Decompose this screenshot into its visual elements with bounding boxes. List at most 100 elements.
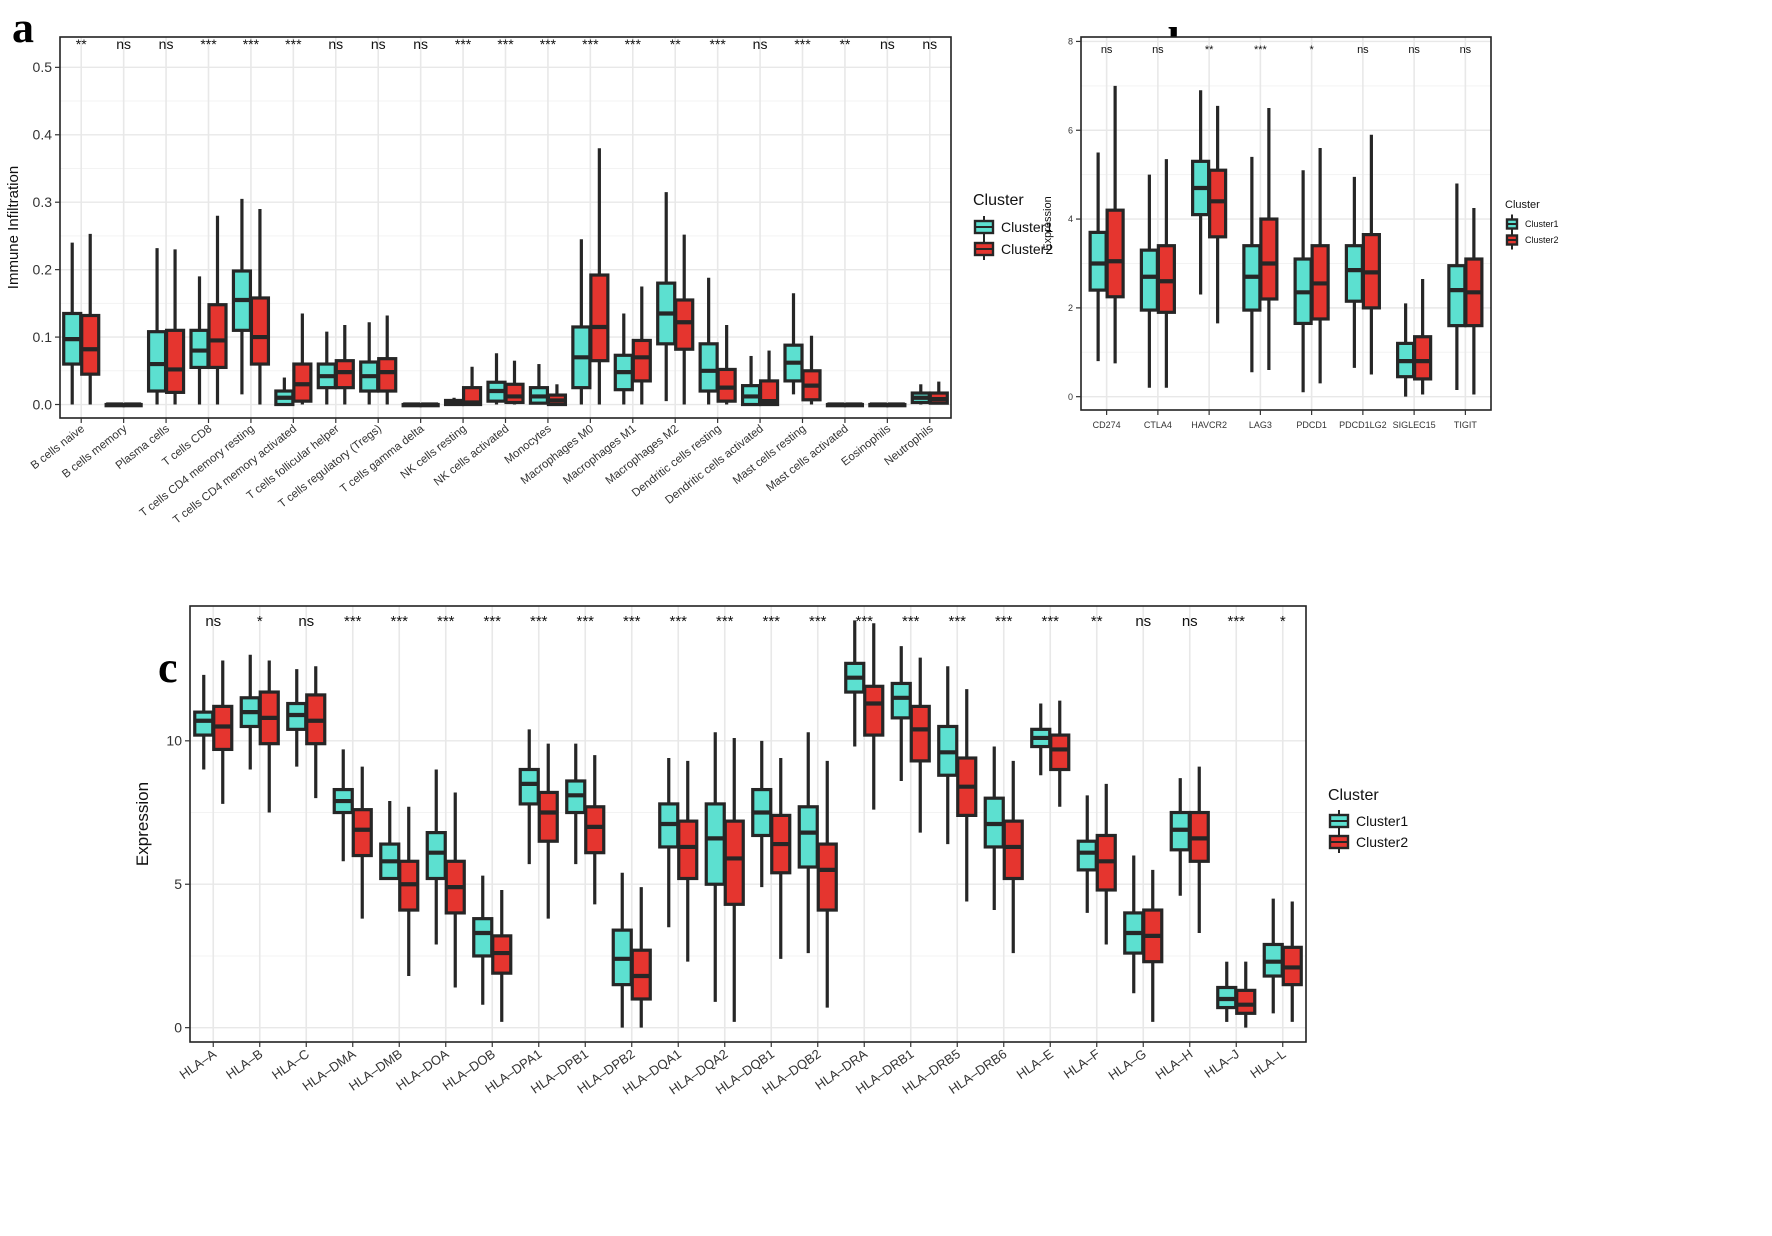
- box-body: [589, 273, 610, 363]
- box-cluster1-8: [401, 402, 422, 408]
- box-body: [698, 342, 719, 393]
- box-cluster2-4: [249, 208, 271, 405]
- box-body: [1413, 335, 1433, 381]
- significance-label: ***: [455, 36, 472, 52]
- legend-label-cluster2: Cluster2: [1356, 834, 1408, 850]
- y-tick-label: 0.2: [33, 262, 53, 278]
- box-cluster2-6: [334, 324, 355, 405]
- significance-label: ***: [794, 36, 811, 52]
- box-cluster2-7: [377, 315, 398, 405]
- significance-label: ***: [716, 613, 734, 630]
- box-cluster2-11: [546, 384, 568, 407]
- y-tick-label: 6: [1068, 125, 1073, 135]
- y-tick-label: 0: [174, 1020, 182, 1036]
- box-body: [1235, 988, 1257, 1015]
- box-cluster2-7: [537, 743, 559, 919]
- box-cluster1-6: [472, 875, 494, 1005]
- box-body: [909, 704, 931, 763]
- box-body: [1139, 248, 1159, 312]
- significance-label: ***: [200, 36, 217, 52]
- box-cluster2-7: [1464, 207, 1484, 395]
- significance-label: *: [1280, 613, 1286, 630]
- box-cluster1-11: [528, 364, 550, 405]
- box-cluster2-20: [1142, 869, 1164, 1022]
- box-body: [351, 808, 373, 858]
- box-body: [377, 357, 398, 393]
- significance-label: ns: [1408, 44, 1420, 56]
- box-cluster2-21: [1188, 766, 1210, 933]
- box-body: [723, 819, 745, 906]
- y-tick-label: 0.3: [33, 194, 53, 210]
- significance-label: **: [670, 36, 681, 52]
- box-cluster2-18: [1049, 700, 1071, 807]
- y-tick-label: 0.4: [33, 127, 53, 143]
- box-body: [425, 831, 447, 881]
- box-body: [1076, 839, 1098, 872]
- box-cluster2-3: [351, 766, 373, 919]
- box-cluster2-6: [1413, 279, 1433, 395]
- legend-label-cluster1: Cluster1: [1356, 813, 1408, 829]
- box-cluster2-5: [444, 792, 466, 988]
- box-cluster2-14: [863, 623, 885, 810]
- significance-label: ***: [576, 613, 594, 630]
- box-body: [1344, 244, 1364, 303]
- box-body: [472, 917, 494, 958]
- significance-label: **: [1091, 613, 1103, 630]
- box-cluster1-13: [797, 732, 819, 954]
- plot-border: [1080, 36, 1492, 411]
- box-cluster2-6: [491, 889, 513, 1022]
- box-cluster1-15: [698, 277, 719, 405]
- box-cluster2-9: [461, 366, 483, 407]
- box-cluster2-10: [677, 760, 699, 962]
- x-tick-label: SIGLEC15: [1393, 420, 1436, 430]
- significance-label: ns: [1357, 44, 1369, 56]
- significance-label: ***: [243, 36, 260, 52]
- box-cluster2-0: [80, 233, 101, 405]
- box-cluster2-4: [1310, 148, 1330, 384]
- significance-label: ***: [390, 613, 408, 630]
- box-body: [193, 710, 215, 737]
- box-cluster1-15: [890, 646, 912, 781]
- box-cluster2-22: [1235, 961, 1257, 1028]
- legend-label-cluster1: Cluster1: [1525, 219, 1559, 229]
- significance-label: ns: [328, 36, 343, 52]
- box-cluster2-16: [956, 689, 978, 902]
- significance-label: ***: [344, 613, 362, 630]
- y-tick-label: 0.1: [33, 329, 53, 345]
- significance-label: ***: [762, 613, 780, 630]
- significance-label: ns: [159, 36, 174, 52]
- significance-label: ***: [623, 613, 641, 630]
- box-cluster1-12: [751, 740, 773, 888]
- y-tick-label: 5: [174, 876, 182, 892]
- panel-letter-a: a: [12, 3, 34, 52]
- box-cluster1-5: [425, 769, 447, 945]
- box-body: [249, 296, 271, 366]
- y-axis-title: Immune Infiltration: [5, 166, 22, 289]
- significance-label: ns: [880, 36, 895, 52]
- box-cluster2-13: [631, 286, 652, 405]
- box-body: [890, 681, 912, 720]
- box-cluster2-17: [1002, 760, 1024, 954]
- y-tick-label: 2: [1068, 303, 1073, 313]
- box-body: [164, 328, 186, 394]
- plot-background: [190, 606, 1306, 1042]
- box-cluster1-11: [704, 732, 726, 1002]
- x-tick-label: PDCD1LG2: [1339, 420, 1387, 430]
- legend-title: Cluster: [973, 192, 1024, 209]
- box-cluster2-2: [305, 666, 327, 799]
- box-cluster2-1: [258, 660, 280, 813]
- significance-label: *: [257, 613, 263, 630]
- legend: Cluster Cluster1 Cluster2: [1328, 787, 1408, 853]
- box-cluster1-16: [740, 355, 762, 407]
- box-cluster1-2: [286, 669, 308, 767]
- significance-label: ns: [1152, 44, 1164, 56]
- box-cluster2-12: [770, 758, 792, 959]
- significance-label: ***: [582, 36, 599, 52]
- x-tick-label: LAG3: [1249, 420, 1272, 430]
- significance-label: ***: [483, 613, 501, 630]
- box-body: [207, 303, 228, 370]
- legend: Cluster Cluster1 Cluster2: [1505, 199, 1559, 250]
- box-body: [80, 313, 101, 376]
- box-cluster1-7: [1447, 183, 1467, 391]
